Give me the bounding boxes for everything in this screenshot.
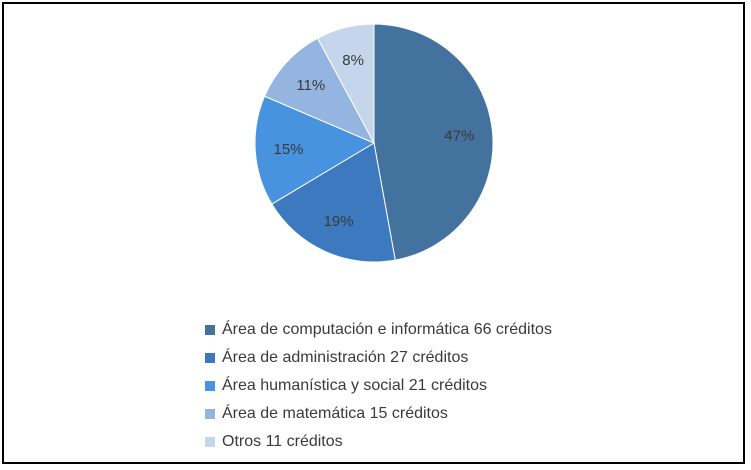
legend-item-1: Área de computación e informática 66 cré…: [205, 316, 552, 344]
legend-item-2: Área de administración 27 créditos: [205, 344, 552, 372]
pie-slice-label-1: 47%: [444, 127, 474, 144]
legend-swatch-5: [205, 437, 215, 447]
pie-slice-4: [263, 37, 376, 145]
legend-swatch-2: [205, 353, 215, 363]
pie-slice-1: [373, 23, 494, 261]
legend-label-4: Área de matemática 15 créditos: [222, 405, 448, 422]
pie-slice-label-4: 11%: [296, 77, 325, 94]
legend-swatch-4: [205, 409, 215, 419]
pie-slice-2: [271, 142, 396, 263]
legend-label-1: Área de computación e informática 66 cré…: [222, 321, 552, 338]
pie-slice-5: [316, 23, 375, 144]
legend-label-2: Área de administración 27 créditos: [222, 349, 469, 366]
legend-item-4: Área de matemática 15 créditos: [205, 400, 552, 428]
pie-slice-label-5: 8%: [342, 52, 364, 69]
pie-slice-3: [254, 95, 376, 205]
legend-label-3: Área humanística y social 21 créditos: [222, 377, 488, 394]
legend-swatch-3: [205, 381, 215, 391]
legend-item-5: Otros 11 créditos: [205, 428, 552, 456]
chart-legend: Área de computación e informática 66 cré…: [205, 316, 552, 456]
pie-slice-label-2: 19%: [324, 213, 354, 230]
pie-slice-label-3: 15%: [273, 141, 303, 158]
legend-swatch-1: [205, 325, 215, 335]
legend-item-3: Área humanística y social 21 créditos: [205, 372, 552, 400]
legend-label-5: Otros 11 créditos: [222, 433, 343, 450]
